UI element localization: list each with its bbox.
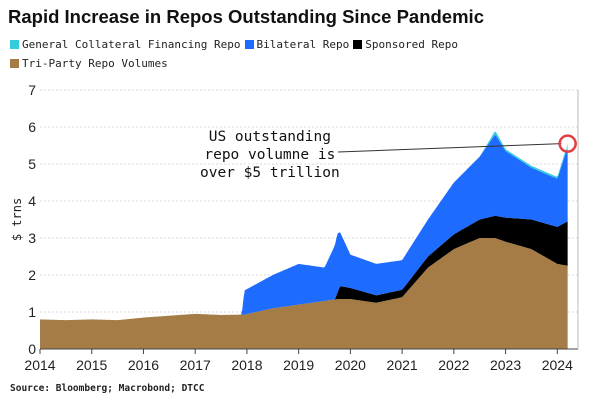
x-tick-label: 2023 [490,357,521,373]
area-series-0 [40,238,568,349]
legend-label-bilateral: Bilateral Repo [256,38,350,51]
y-tick-label: 7 [28,82,36,98]
x-tick-label: 2018 [231,357,262,373]
source-note: Source: Bloomberg; Macrobond; DTCC [10,383,205,394]
chart-title: Rapid Increase in Repos Outstanding Sinc… [8,6,484,27]
y-axis-label: $ trns [10,198,24,241]
legend-label-gcf: General Collateral Financing Repo [22,38,241,51]
y-tick-label: 3 [28,230,36,246]
legend-swatch-sponsored [353,40,363,49]
x-tick-label: 2015 [76,357,107,373]
axes: 0 1 2 3 4 5 6 7 $ trns 2014 2015 2016 2017 2018 2019 20… [10,82,579,373]
y-tick-label: 0 [28,341,36,357]
y-tick-label: 1 [28,304,36,320]
x-tick-label: 2017 [180,357,211,373]
legend-row: General Collateral Financing Repo Bilate… [10,38,462,51]
x-tick-label: 2021 [387,357,418,373]
y-tick-label: 5 [28,156,36,172]
x-tick-label: 2016 [128,357,159,373]
highlight-circle [558,134,577,153]
legend-row: Tri-Party Repo Volumes [10,57,172,70]
x-tick-label: 2019 [283,357,314,373]
y-tick-label: 2 [28,267,36,283]
x-tick-label: 2020 [335,357,366,373]
legend-item-sponsored: Sponsored Repo [353,38,458,51]
legend-swatch-gcf [10,40,19,49]
y-tick-label: 4 [28,193,36,209]
legend-label-triparty: Tri-Party Repo Volumes [22,57,168,70]
annotation-text: US outstanding repo volumne is over $5 t… [200,128,340,182]
gridlines [40,89,578,313]
legend-swatch-triparty [10,59,19,68]
x-tick-label: 2014 [24,357,55,373]
annotation-line: repo volumne is [204,147,336,163]
y-tick-label: 6 [28,119,36,135]
stacked-areas [40,131,568,349]
annotation-pointer [337,143,562,153]
x-tick-label: 2022 [438,357,469,373]
annotation-marker [337,134,577,153]
annotation-line: over $5 trillion [200,165,340,181]
x-tick-label: 2024 [542,357,573,373]
area-series-1 [40,215,568,321]
legend-label-sponsored: Sponsored Repo [365,38,458,51]
annotation-line: US outstanding [208,129,331,145]
area-series-2 [40,135,568,321]
legend-item-triparty: Tri-Party Repo Volumes [10,57,168,70]
legend-item-bilateral: Bilateral Repo [244,38,350,51]
legend-swatch-bilateral [244,40,254,49]
legend-item-gcf: General Collateral Financing Repo [10,38,241,51]
